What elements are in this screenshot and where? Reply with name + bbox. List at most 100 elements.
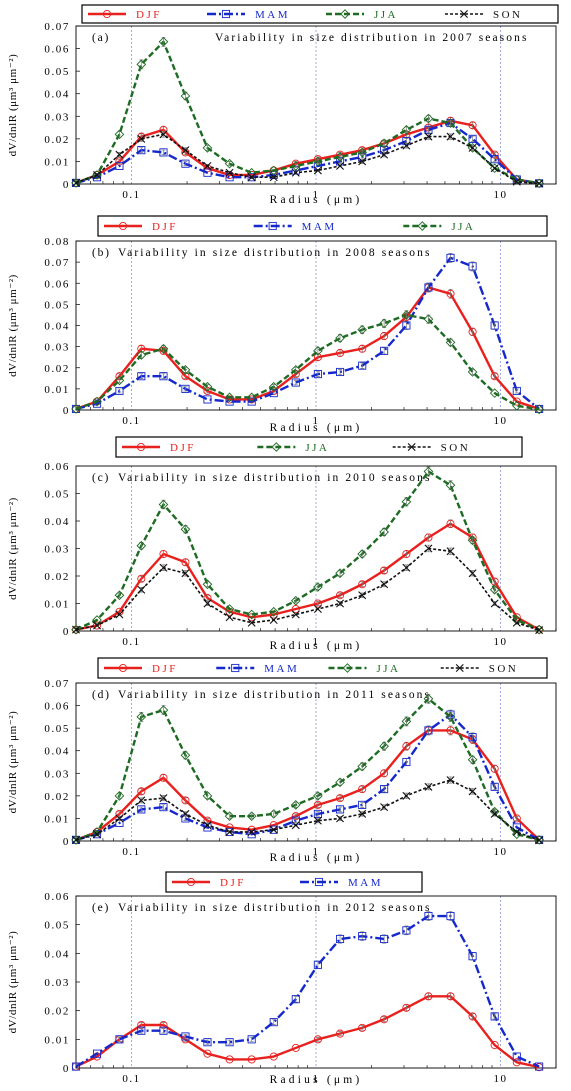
- chart-2-point-jja: [489, 584, 500, 595]
- chart-4-point-mam: [159, 1026, 168, 1035]
- chart-0-error-bar: [470, 135, 475, 142]
- chart-3-point-son: [137, 796, 146, 805]
- chart-3-point-son: [446, 776, 455, 785]
- chart-0-point-son: [291, 168, 300, 177]
- chart-0-point-son: [313, 166, 322, 175]
- chart-4-point-mam: [424, 912, 433, 921]
- chart-2-legend-label-djf: DJF: [170, 442, 196, 454]
- chart-3-point-djf: [358, 785, 367, 794]
- chart-2-point-djf: [137, 574, 146, 583]
- chart-4-point-mam: [71, 1062, 81, 1071]
- chart-0-error-bar: [227, 161, 232, 167]
- chart-4-legend-box: [165, 871, 423, 893]
- chart-1-point-jja: [71, 404, 81, 414]
- chart-0-x-axis-label: Radius (μm): [270, 194, 363, 206]
- chart-3-point-mam: [159, 803, 168, 812]
- chart-2-point-djf: [446, 519, 455, 528]
- chart-3-error-bar: [338, 795, 343, 802]
- chart-1-x-axis-label: Radius (μm): [270, 422, 363, 434]
- chart-0-series-line-son: [75, 133, 540, 185]
- chart-4-point-mam: [225, 1038, 234, 1047]
- chart-1-ytick-label-8: 0.08: [44, 236, 70, 248]
- chart-2-point-son: [336, 599, 345, 608]
- chart-2-point-son: [115, 610, 124, 619]
- chart-1-point-djf: [512, 397, 521, 406]
- chart-0-point-son: [424, 132, 433, 141]
- chart-4-error-bar: [360, 931, 365, 941]
- chart-1-point-djf: [468, 327, 477, 336]
- chart-1-point-mam: [291, 378, 300, 387]
- chart-0-series-line-jja: [75, 40, 540, 185]
- chart-2-point-son: [137, 585, 146, 594]
- chart-3-legend-marker-son: [455, 664, 464, 672]
- chart-2-error-bar: [360, 581, 365, 588]
- chart-0-point-son: [115, 150, 124, 159]
- chart-1-point-jja: [489, 388, 500, 398]
- chart-0-point-son: [159, 130, 168, 139]
- chart-4-point-djf: [512, 1058, 521, 1067]
- chart-2-point-djf: [380, 566, 389, 575]
- chart-1-ytick-label-0: 0: [63, 405, 70, 417]
- chart-1-point-mam: [247, 397, 256, 406]
- chart-3-series-line-djf: [75, 729, 540, 841]
- chart-1-y-axis-label: dV/dnlR (μm³ μm⁻²): [7, 274, 19, 377]
- chart-0-point-son: [247, 173, 256, 182]
- chart-2-error-bar: [139, 575, 144, 582]
- chart-3-plot-frame: [75, 682, 557, 842]
- chart-0-point-mam: [115, 161, 124, 170]
- chart-3-error-bar: [227, 813, 232, 819]
- chart-2-point-son: [269, 616, 278, 624]
- chart-3-legend-box: [97, 657, 548, 679]
- chart-3-point-djf: [490, 764, 499, 773]
- chart-3-legend-label-jja: JJA: [377, 663, 401, 675]
- chart-4-error-bar: [426, 911, 431, 921]
- chart-0-point-jja: [92, 170, 102, 180]
- chart-2-point-son: [490, 599, 499, 608]
- chart-1-point-djf: [358, 344, 367, 353]
- chart-2-y-axis-label: dV/dnlR (μm³ μm⁻²): [7, 497, 19, 600]
- chart-1-ytick-label-5: 0.05: [44, 299, 70, 311]
- chart-0-point-jja: [357, 147, 368, 158]
- chart-2-xtick-label-1: 1: [313, 636, 320, 648]
- chart-0-y-axis-label: dV/dnlR (μm³ μm⁻²): [7, 54, 19, 157]
- chart-1-point-mam: [490, 321, 499, 330]
- chart-1-point-jja: [379, 318, 389, 329]
- chart-0-legend-label-jja: JJA: [374, 9, 398, 21]
- chart-3-point-djf: [446, 726, 455, 735]
- chart-0-point-son: [203, 161, 212, 170]
- chart-4-ytick-label-1: 0.01: [44, 1034, 70, 1046]
- chart-0-point-son: [402, 141, 411, 150]
- chart-1-point-mam: [512, 386, 521, 396]
- chart-3-point-mam: [490, 782, 499, 791]
- chart-2-series-line-son: [75, 547, 540, 631]
- chart-2-point-jja: [511, 615, 522, 625]
- chart-4-error-bar: [338, 1031, 343, 1037]
- chart-2-point-djf: [247, 613, 256, 622]
- chart-3-error-bar: [139, 788, 144, 795]
- chart-4-legend-label-djf: DJF: [220, 877, 246, 889]
- chart-3-ytick-label-2: 0.02: [44, 791, 70, 803]
- chart-4-ytick-label-0: 0: [63, 1063, 70, 1075]
- chart-2-point-jja: [290, 595, 301, 606]
- chart-4-xtick-label-1: 1: [313, 1073, 320, 1085]
- chart-0-legend-marker-son: [460, 10, 468, 18]
- chart-4-panel-label: (e): [92, 902, 110, 914]
- chart-1-panel-label: (b): [92, 247, 111, 259]
- chart-1-point-djf: [490, 372, 499, 381]
- chart-2-ytick-label-4: 0.04: [44, 516, 70, 528]
- chart-4-xtick-label-0: 0.1: [122, 1073, 140, 1085]
- chart-2-xtick-label-2: 10: [493, 636, 507, 648]
- chart-2-ytick-label-6: 0.06: [44, 461, 70, 473]
- chart-1-point-mam: [137, 372, 146, 381]
- chart-3-point-mam: [247, 830, 256, 839]
- chart-4-point-djf: [402, 1003, 411, 1012]
- chart-2-point-jja: [423, 466, 434, 477]
- chart-3-point-jja: [246, 811, 257, 822]
- chart-3-point-jja: [467, 754, 478, 765]
- chart-0-point-mam: [291, 166, 300, 175]
- chart-0-point-jja: [290, 161, 301, 171]
- chart-3-legend-label-son: SON: [489, 663, 519, 675]
- chart-2-point-jja: [467, 535, 478, 546]
- chart-4-error-bar: [183, 1033, 188, 1039]
- chart-2-point-jja: [114, 590, 125, 601]
